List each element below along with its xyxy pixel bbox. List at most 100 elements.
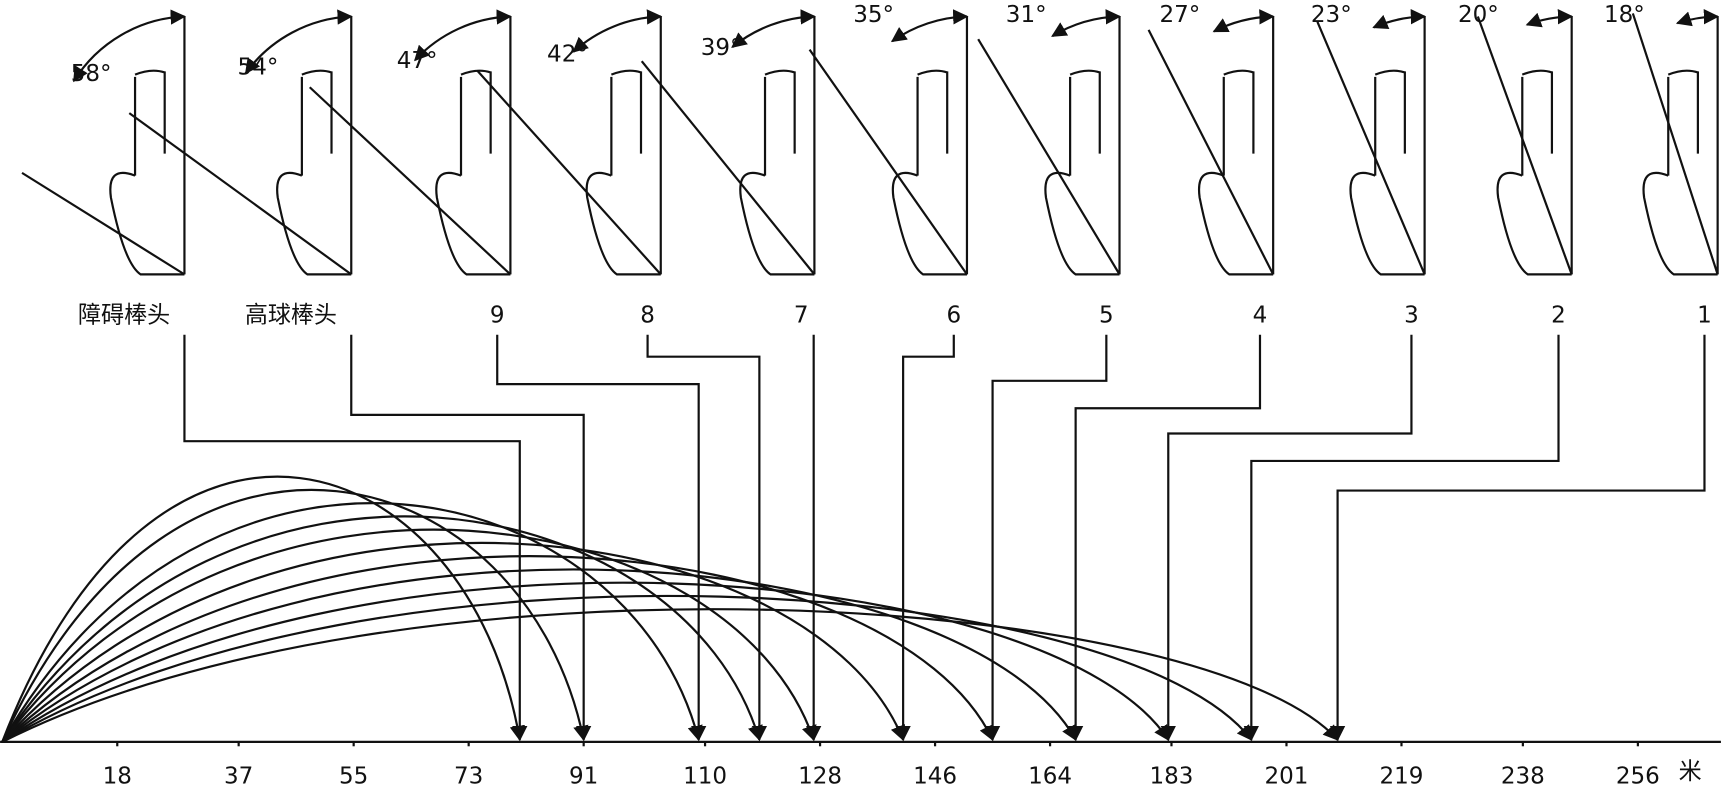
club-label: 4 [1253,303,1268,329]
loft-label: 18° [1604,2,1645,28]
club-label: 6 [946,303,961,329]
club-head [435,171,511,276]
face-line [1631,13,1719,275]
connector-arrow [646,334,768,742]
trajectory [1,594,1253,743]
loft-arc [890,9,969,43]
loft-label: 20° [1458,2,1499,28]
trajectory [1,568,1077,743]
x-tick-label: 55 [339,764,368,788]
loft-label: 42° [547,41,588,67]
loft-label: 23° [1311,2,1352,28]
x-tick-label: 128 [798,764,842,788]
trajectory [1,488,589,743]
club-shaft [459,69,492,176]
club-shaft [1222,69,1255,176]
club-label: 5 [1099,303,1114,329]
trajectory [1,555,994,743]
face-line [1316,21,1426,275]
connector-arrow [1329,334,1706,742]
loft-arc [1525,9,1574,28]
club-shaft [763,69,796,176]
club-head [276,171,352,276]
loft-label: 39° [701,35,742,61]
x-tick-label: 256 [1616,764,1660,788]
loft-label: 54° [238,55,279,81]
trajectory [1,528,817,743]
loft-arc [1212,9,1275,33]
club-head [1642,171,1718,276]
connector-arrow [984,334,1108,742]
face-line [1476,16,1573,275]
x-tick-label: 18 [103,764,132,788]
x-tick-label: 183 [1149,764,1193,788]
trajectory [1,475,525,743]
unit-label: 米 [1679,759,1702,785]
x-tick-label: 91 [569,764,598,788]
loft-arc [414,9,512,62]
club-shaft [916,69,949,176]
club-label: 7 [794,303,809,329]
loft-arc [244,9,353,75]
club-head [585,171,661,276]
loft-label: 47° [397,48,438,74]
club-shaft [133,69,166,176]
club-label: 8 [640,303,655,329]
loft-arc [731,9,816,49]
club-head [1197,171,1274,276]
loft-arc [1051,9,1122,37]
face-line [128,112,352,276]
trajectory [1,541,906,743]
trajectory [1,515,763,743]
club-head [1496,171,1572,276]
loft-arc [72,9,186,83]
club-label: 高球棒头 [245,303,337,329]
club-shaft [1374,69,1406,176]
club-head [739,171,815,276]
trajectory [1,502,703,743]
club-head [1349,171,1425,276]
x-tick-label: 219 [1379,764,1423,788]
trajectory [1,581,1170,743]
x-tick-label: 73 [454,764,483,788]
x-tick-label: 238 [1501,764,1545,788]
connector-arrow [496,334,707,742]
face-line [1147,29,1275,275]
face-line [808,48,968,276]
face-line [476,69,662,276]
loft-label: 35° [853,2,894,28]
loft-arc [1372,9,1427,30]
club-shaft [1667,69,1699,176]
club-label: 1 [1697,303,1712,329]
face-line [308,86,512,276]
club-head [891,171,967,276]
club-label: 9 [490,303,505,329]
loft-arc [1675,9,1720,27]
club-shaft [1069,69,1101,176]
club-shaft [610,69,643,176]
face-line [21,171,186,276]
x-tick-label: 164 [1028,764,1072,788]
loft-arc [572,9,663,53]
connector-arrow [895,334,955,742]
club-label: 3 [1404,303,1419,329]
x-tick-label: 146 [913,764,957,788]
x-tick-label: 201 [1264,764,1308,788]
x-tick-label: 37 [224,764,253,788]
club-label: 障碍棒头 [78,303,170,329]
club-label: 2 [1551,303,1566,329]
club-shaft [300,69,333,176]
connector-arrow [1067,334,1262,742]
loft-label: 58° [71,61,112,87]
loft-label: 31° [1006,2,1047,28]
club-shaft [1521,69,1554,176]
club-head [109,171,185,276]
face-line [977,38,1121,275]
connector-arrow [350,334,592,742]
connector-arrow [183,334,528,742]
trajectory [1,608,1339,743]
club-head [1044,171,1120,276]
x-tick-label: 110 [683,764,727,788]
loft-label: 27° [1159,2,1200,28]
